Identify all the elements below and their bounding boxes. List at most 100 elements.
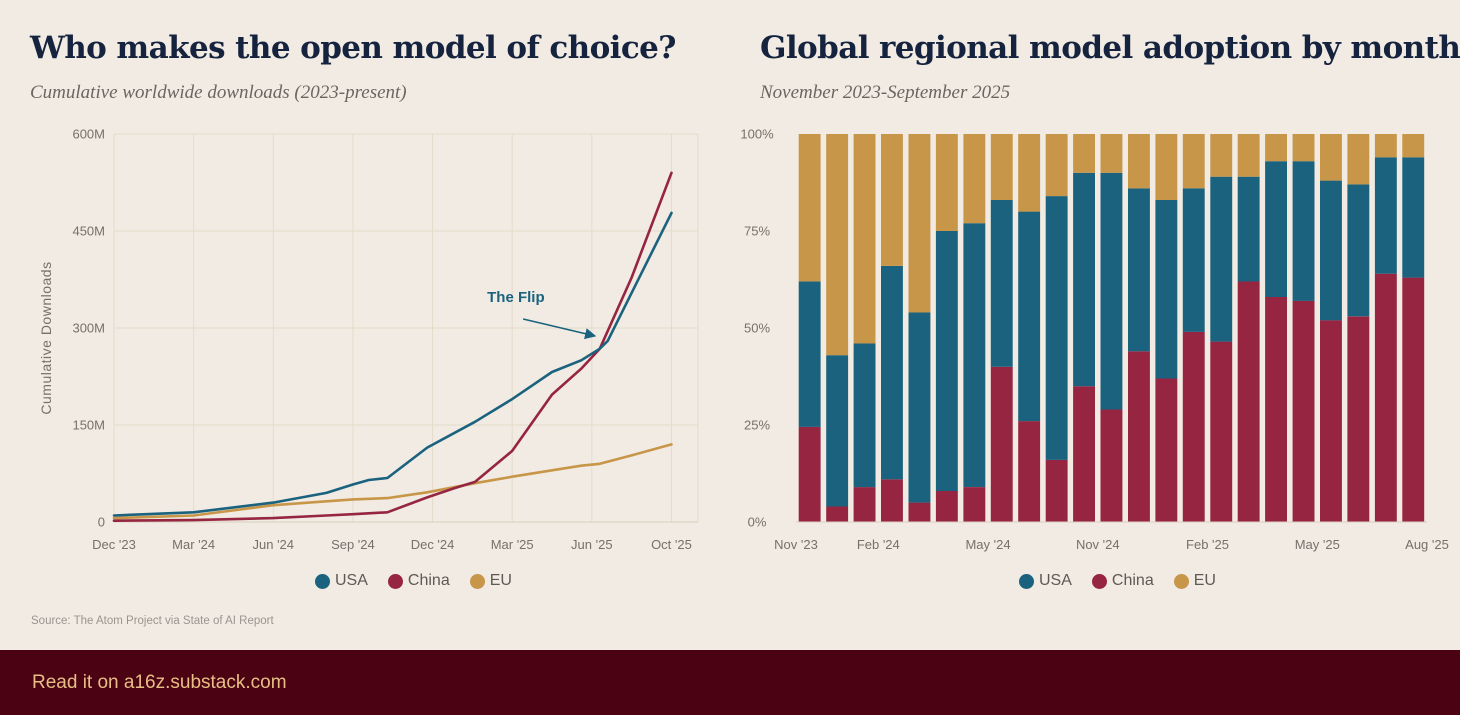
bar-chart-title: Global regional model adoption by month	[760, 30, 1460, 66]
legend-swatch-china	[387, 573, 403, 589]
bar-segment-china	[1265, 297, 1287, 522]
bar-segment-eu	[1265, 134, 1287, 162]
legend-item-usa: USA	[1019, 572, 1072, 590]
bar-segment-china	[1237, 281, 1260, 522]
bar-segment-eu	[1128, 134, 1150, 189]
x-tick-label: Jun '25	[571, 537, 613, 552]
y-tick-label: 25%	[744, 418, 770, 433]
legend-swatch-eu	[1173, 573, 1189, 589]
x-tick-label: May '25	[1295, 537, 1340, 552]
line-chart-subtitle: Cumulative worldwide downloads (2023-pre…	[30, 82, 407, 103]
legend-item-eu: EU	[1173, 572, 1216, 590]
x-tick-label: Dec '24	[411, 537, 455, 552]
x-tick-label: Oct '25	[651, 537, 692, 552]
bar-segment-usa	[1320, 180, 1342, 321]
bar-segment-usa	[1347, 184, 1370, 317]
bar-segment-eu	[798, 134, 821, 282]
bar-segment-eu	[935, 134, 958, 231]
bar-segment-china	[1320, 320, 1342, 522]
bar-segment-china	[1374, 273, 1397, 522]
y-tick-label: 600M	[72, 127, 105, 142]
bar-segment-usa	[1210, 176, 1233, 342]
x-tick-label: May '24	[965, 537, 1010, 552]
bar-segment-usa	[1182, 188, 1205, 332]
x-tick-label: Nov '23	[774, 537, 818, 552]
y-tick-label: 450M	[72, 224, 105, 239]
series-line-usa	[112, 211, 673, 517]
bar-chart-subtitle: November 2023-September 2025	[760, 82, 1011, 103]
bar-segment-usa	[1073, 172, 1095, 387]
bar-segment-eu	[826, 134, 849, 356]
bar-segment-usa	[826, 355, 849, 507]
bar-segment-china	[990, 366, 1013, 522]
annotation-the-flip: The Flip	[487, 289, 545, 306]
bar-segment-china	[1128, 351, 1150, 522]
bar-segment-eu	[1018, 134, 1041, 212]
y-tick-label: 150M	[72, 418, 105, 433]
bar-segment-china	[1155, 378, 1178, 522]
y-tick-label: 0	[98, 515, 105, 530]
line-chart: 0 150M 300M 450M 600M Dec '23 Mar '24 Jun '24 Se…	[38, 127, 699, 552]
bar-chart-legend: USA China EU	[1019, 572, 1216, 590]
bar-segment-usa	[990, 200, 1013, 367]
bar-segment-eu	[1292, 134, 1315, 162]
bar-segment-usa	[1045, 196, 1068, 460]
bar-segment-usa	[963, 223, 986, 487]
legend-label-eu: EU	[489, 572, 512, 589]
x-tick-label: Nov '24	[1076, 537, 1120, 552]
series-line-eu	[112, 443, 673, 520]
legend-label-usa: USA	[335, 572, 368, 589]
bar-segment-usa	[798, 281, 821, 427]
legend-label-china: China	[1111, 572, 1154, 589]
bar-segment-eu	[1210, 134, 1233, 177]
bar-segment-eu	[1045, 134, 1068, 197]
bar-segment-usa	[935, 231, 958, 491]
bar-segment-eu	[1073, 134, 1095, 173]
y-tick-label: 0%	[748, 515, 767, 530]
bar-segment-china	[1045, 459, 1068, 522]
y-tick-label: 300M	[72, 321, 105, 336]
bar-segment-eu	[1374, 134, 1397, 158]
bar-segment-eu	[1100, 134, 1123, 173]
bar-segment-eu	[853, 134, 876, 344]
bar-segment-eu	[1320, 134, 1342, 181]
x-tick-label: Feb '24	[857, 537, 900, 552]
footer-banner: Read it on a16z.substack.com	[0, 650, 1460, 715]
substack-link[interactable]: Read it on a16z.substack.com	[32, 671, 287, 693]
bar-segment-china	[853, 487, 876, 522]
legend-swatch-usa	[315, 573, 330, 589]
stacked-bar-chart: 0% 25% 50% 75% 100% Nov '23 Feb '24 May '24 Nov …	[740, 127, 1448, 553]
bar-segment-usa	[1265, 161, 1287, 297]
bar-segment-usa	[1402, 157, 1425, 278]
bar-segment-china	[1402, 277, 1425, 522]
bar-segment-eu	[990, 134, 1013, 200]
bar-segment-china	[1073, 386, 1095, 522]
bar-segment-eu	[908, 134, 931, 313]
bar-segment-china	[1292, 300, 1315, 522]
series-line-china	[112, 171, 673, 523]
line-chart-title: Who makes the open model of choice?	[30, 30, 676, 66]
bar-segment-eu	[1237, 134, 1260, 177]
bar-segment-china	[908, 502, 931, 522]
bar-segment-usa	[1155, 200, 1178, 379]
bar-segment-usa	[1237, 176, 1260, 282]
x-tick-label: Jun '24	[253, 537, 295, 552]
legend-label-china: China	[407, 572, 450, 589]
legend-item-eu: EU	[469, 572, 512, 590]
legend-item-china: China	[387, 572, 450, 590]
x-tick-label: Mar '25	[491, 537, 534, 552]
x-tick-label: Feb '25	[1186, 537, 1229, 552]
y-tick-label: 50%	[744, 321, 770, 336]
line-chart-legend: USA China EU	[315, 572, 512, 590]
bar-segment-eu	[881, 134, 903, 266]
bar-segment-china	[1182, 331, 1205, 522]
bar-segment-usa	[1292, 161, 1315, 301]
legend-swatch-china	[1091, 573, 1107, 589]
bar-segment-usa	[853, 343, 876, 488]
bar-segment-china	[881, 479, 903, 522]
bar-segment-usa	[881, 265, 903, 480]
bar-segment-eu	[1402, 134, 1425, 158]
legend-label-usa: USA	[1039, 572, 1072, 589]
bar-segment-usa	[1100, 172, 1123, 410]
bar-segment-eu	[1182, 134, 1205, 189]
